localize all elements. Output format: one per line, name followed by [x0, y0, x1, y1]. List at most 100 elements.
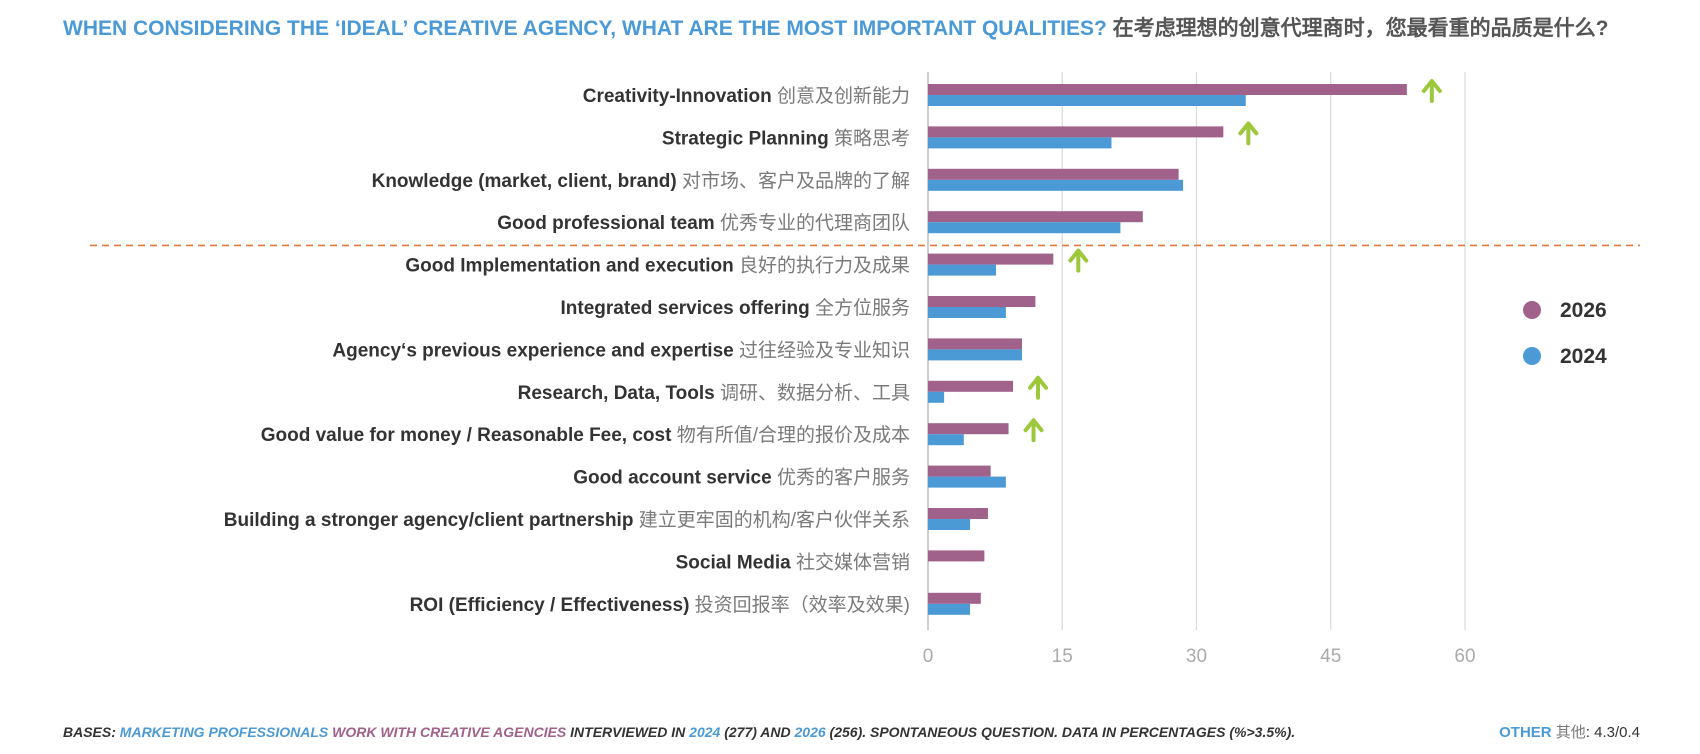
other-note: OTHER 其他: 4.3/0.4: [1499, 721, 1640, 742]
bar-2026-2: [928, 168, 1179, 180]
category-label-zh: 建立更牢固的机构/客户伙伴关系: [639, 509, 910, 531]
category-label-1: Strategic Planning 策略思考: [662, 127, 910, 149]
category-label-zh: 创意及创新能力: [777, 85, 910, 107]
bar-2026-8: [928, 423, 1009, 435]
bases-year-2: 2026: [794, 724, 826, 740]
category-label-2: Knowledge (market, client, brand) 对市场、客户…: [372, 170, 910, 192]
bar-2026-1: [928, 126, 1224, 138]
bar-2024-8: [928, 434, 964, 446]
bar-2026-4: [928, 253, 1054, 265]
category-label-7: Research, Data, Tools 调研、数据分析、工具: [518, 382, 910, 404]
bases-rest: (256). SPONTANEOUS QUESTION. DATA IN PER…: [825, 724, 1296, 740]
category-label-en: Good professional team: [497, 213, 720, 234]
category-label-5: Integrated services offering 全方位服务: [561, 297, 910, 319]
x-tick-label-15: 15: [1052, 646, 1073, 667]
category-label-en: Creativity-Innovation: [583, 86, 777, 107]
category-label-zh: 策略思考: [834, 127, 910, 149]
other-label-zh: 其他: [1551, 724, 1586, 741]
x-tick-label-0: 0: [923, 646, 934, 667]
bar-2026-0: [928, 84, 1407, 95]
increase-arrow-icon: [1238, 121, 1259, 146]
bar-2024-1: [928, 137, 1112, 149]
x-tick-label-30: 30: [1186, 646, 1207, 667]
category-label-en: ROI (Efficiency / Effectiveness): [410, 595, 695, 616]
bar-2024-10: [928, 519, 971, 530]
category-label-zh: 对市场、客户及品牌的了解: [682, 170, 910, 192]
category-label-9: Good account service 优秀的客户服务: [573, 467, 910, 489]
bar-2026-9: [928, 465, 991, 477]
category-label-en: Knowledge (market, client, brand): [372, 171, 682, 192]
bar-2026-12: [928, 592, 981, 604]
chart-title-en: WHEN CONSIDERING THE ‘IDEAL’ CREATIVE AG…: [63, 17, 1107, 40]
legend-marker-2026: [1523, 301, 1541, 319]
x-axis-ticks: 0 15 30 45 60: [923, 646, 1476, 667]
bases-year-1: 2024: [689, 724, 721, 740]
category-labels: Creativity-Innovation 创意及创新能力 Strategic P…: [224, 85, 910, 616]
category-label-zh: 优秀专业的代理商团队: [720, 212, 910, 234]
bar-2024-6: [928, 349, 1022, 361]
bases-prefix: BASES:: [63, 724, 120, 740]
increase-arrow-icon: [1028, 375, 1049, 400]
bar-2026-7: [928, 380, 1014, 392]
x-tick-label-45: 45: [1320, 646, 1341, 667]
category-label-zh: 社交媒体营销: [796, 551, 910, 573]
bar-2024-4: [928, 264, 997, 276]
bases-mid: INTERVIEWED IN: [566, 724, 690, 740]
category-label-11: Social Media 社交媒体营销: [676, 551, 910, 573]
increase-markers: [1023, 79, 1442, 443]
bar-2026-11: [928, 550, 985, 562]
category-label-12: ROI (Efficiency / Effectiveness) 投资回报率（效…: [410, 594, 910, 616]
category-label-en: Building a stronger agency/client partne…: [224, 510, 639, 531]
chart-title-zh: 在考虑理想的创意代理商时，您最看重的品质是什么?: [1112, 17, 1609, 40]
category-label-zh: 物有所值/合理的报价及成本: [677, 424, 910, 446]
bases-count-1: (277) AND: [720, 724, 795, 740]
bar-2026-6: [928, 338, 1022, 350]
bars: [928, 84, 1407, 615]
category-label-zh: 投资回报率（效率及效果): [695, 594, 910, 616]
bases-group-b: WORK WITH CREATIVE AGENCIES: [328, 724, 567, 740]
category-label-8: Good value for money / Reasonable Fee, c…: [261, 424, 910, 446]
category-label-en: Good account service: [573, 468, 777, 489]
other-values: : 4.3/0.4: [1585, 724, 1640, 741]
category-label-4: Good Implementation and execution 良好的执行力…: [405, 255, 910, 277]
other-label-en: OTHER: [1499, 724, 1552, 741]
category-label-zh: 良好的执行力及成果: [739, 255, 910, 277]
category-label-zh: 优秀的客户服务: [777, 467, 910, 489]
category-label-zh: 过往经验及专业知识: [739, 339, 910, 361]
bar-2024-2: [928, 179, 1184, 191]
bar-2024-12: [928, 603, 971, 615]
increase-arrow-icon: [1068, 248, 1089, 273]
category-label-3: Good professional team 优秀专业的代理商团队: [497, 212, 910, 234]
category-label-en: Social Media: [676, 552, 796, 573]
category-label-0: Creativity-Innovation 创意及创新能力: [583, 85, 910, 107]
category-label-en: Agency‘s previous experience and experti…: [332, 340, 739, 361]
category-label-en: Research, Data, Tools: [518, 383, 720, 404]
bar-2026-3: [928, 211, 1143, 223]
legend-marker-2024: [1523, 347, 1541, 365]
bar-2024-9: [928, 476, 1006, 488]
category-label-en: Integrated services offering: [561, 298, 815, 319]
legend: 2026 2024: [1523, 299, 1607, 368]
bar-2024-0: [928, 95, 1246, 106]
bar-2026-10: [928, 508, 988, 519]
x-tick-label-60: 60: [1454, 646, 1475, 667]
category-label-en: Good value for money / Reasonable Fee, c…: [261, 425, 677, 446]
category-label-6: Agency‘s previous experience and experti…: [332, 339, 910, 361]
bar-2026-5: [928, 296, 1036, 307]
increase-arrow-icon: [1023, 418, 1044, 443]
category-label-zh: 全方位服务: [815, 297, 910, 319]
category-label-10: Building a stronger agency/client partne…: [224, 509, 910, 531]
category-label-zh: 调研、数据分析、工具: [720, 382, 910, 404]
category-label-en: Strategic Planning: [662, 128, 834, 149]
chart-title: WHEN CONSIDERING THE ‘IDEAL’ CREATIVE AG…: [63, 12, 1608, 42]
bar-2024-3: [928, 222, 1121, 234]
legend-label-2024: 2024: [1560, 345, 1607, 368]
bar-2024-7: [928, 391, 945, 403]
bases-group-a: MARKETING PROFESSIONALS: [119, 724, 329, 740]
bases-footnote: BASES: MARKETING PROFESSIONALS WORK WITH…: [63, 724, 1295, 740]
increase-arrow-icon: [1421, 79, 1442, 103]
legend-label-2026: 2026: [1560, 299, 1607, 322]
bar-chart: 0 15 30 45 60 Creativity-Innovation 创意及创新能力 S…: [90, 72, 1640, 667]
bar-2024-5: [928, 307, 1006, 318]
category-label-en: Good Implementation and execution: [405, 256, 739, 277]
